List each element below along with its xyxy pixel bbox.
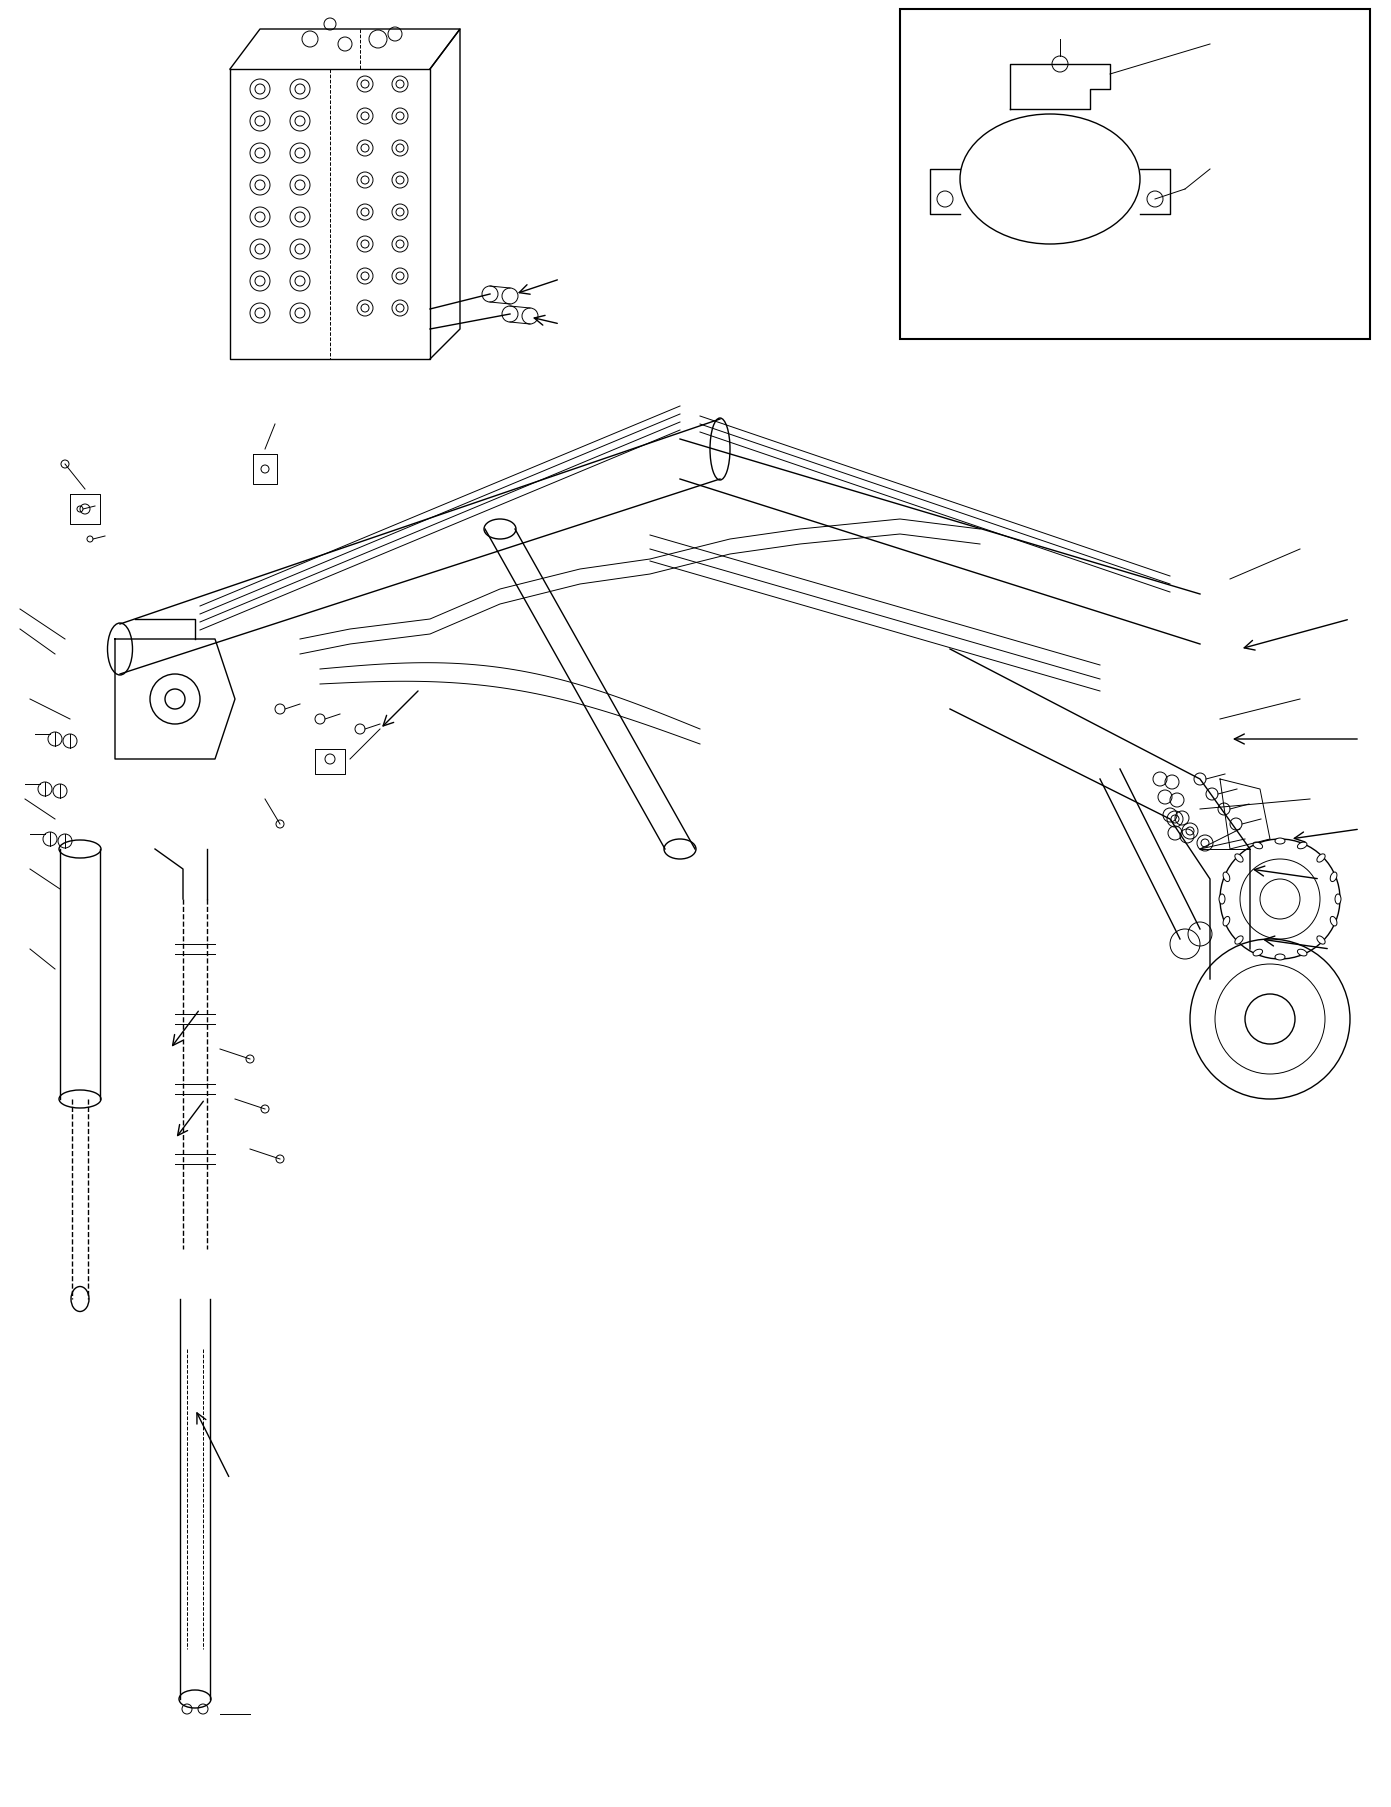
Ellipse shape <box>1219 894 1225 905</box>
Ellipse shape <box>1235 855 1244 862</box>
Ellipse shape <box>1253 842 1263 849</box>
Ellipse shape <box>1330 873 1337 882</box>
Ellipse shape <box>1330 916 1337 927</box>
Ellipse shape <box>1317 936 1326 945</box>
Ellipse shape <box>1298 842 1308 849</box>
Ellipse shape <box>1276 954 1285 961</box>
Ellipse shape <box>1298 950 1308 956</box>
Ellipse shape <box>1235 936 1244 945</box>
Ellipse shape <box>1223 916 1230 927</box>
Bar <box>900 11 1370 340</box>
Ellipse shape <box>1276 838 1285 844</box>
Ellipse shape <box>1335 894 1341 905</box>
Ellipse shape <box>1223 873 1230 882</box>
Ellipse shape <box>1317 855 1326 862</box>
Ellipse shape <box>1253 950 1263 956</box>
